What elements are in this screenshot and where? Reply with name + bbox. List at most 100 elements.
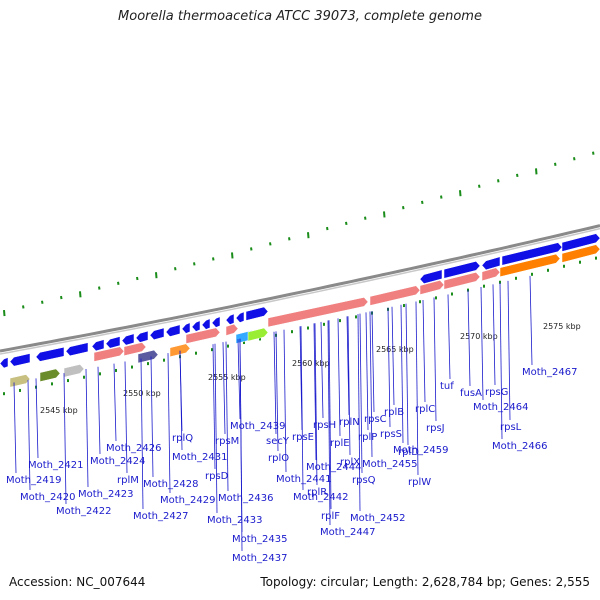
feature-block (39, 368, 61, 382)
gene-label: Moth_2426 (106, 443, 161, 454)
label-leader (492, 284, 496, 386)
feature-block (137, 349, 159, 364)
map-title: Moorella thermoacetica ATCC 39073, compl… (118, 9, 482, 24)
gene-label: Moth_2442 (293, 492, 348, 503)
gc-tick (516, 173, 519, 178)
gene-label: rpsG (485, 387, 508, 398)
topology-text: Topology: circular; Length: 2,628,784 bp… (260, 575, 590, 589)
gc-tick (98, 286, 101, 290)
gene-label: rpsE (292, 432, 314, 443)
gene-label: rplO (268, 453, 289, 464)
accession-text: Accession: NC_007644 (9, 575, 146, 589)
gene-label: Moth_2433 (207, 515, 262, 526)
gene-label: Moth_2437 (232, 553, 287, 564)
gc-tick (117, 281, 120, 285)
label-leader (35, 378, 39, 459)
genome-backbone (0, 224, 600, 355)
gene-label: rpsS (380, 429, 402, 440)
label-leader (113, 363, 117, 442)
label-leader (400, 304, 404, 444)
gene-label: Moth_2452 (350, 513, 405, 524)
gc-tick (535, 168, 538, 175)
label-leader (507, 280, 511, 421)
gene-label: Moth_2455 (362, 459, 417, 470)
gene-label: Moth_2436 (218, 493, 273, 504)
gc-tick (231, 252, 234, 259)
forward-gene (225, 313, 235, 325)
gc-tick (3, 309, 6, 317)
gene-label: rplW (408, 477, 431, 488)
scale-label: 2570 kbp (460, 332, 498, 341)
label-leader (415, 301, 419, 476)
label-leader (499, 282, 503, 440)
label-leader (140, 358, 144, 510)
gc-ticks (3, 151, 597, 396)
feature-block (9, 374, 31, 388)
label-leader (150, 356, 154, 478)
reverse-gene (225, 323, 239, 336)
label-leader (529, 275, 533, 366)
label-leader (299, 326, 303, 431)
gc-tick (326, 226, 329, 231)
label-leader (237, 339, 241, 420)
label-leader (320, 321, 324, 419)
gene-label: Moth_2420 (20, 492, 75, 503)
label-leader (346, 316, 350, 416)
label-leader (314, 323, 318, 486)
gene-label: Moth_2459 (393, 445, 448, 456)
rrna-gene (561, 244, 600, 263)
reverse-gene (419, 280, 445, 295)
scale-label: 2560 kbp (292, 359, 330, 368)
label-leader (359, 313, 363, 474)
forward-gene (561, 233, 600, 252)
label-leader (405, 303, 409, 446)
forward-gene (149, 327, 165, 340)
reverse-gene (123, 342, 147, 357)
gene-label: rplQ (172, 433, 193, 444)
gc-tick (193, 262, 196, 266)
label-leader (85, 369, 89, 488)
gene-label: rpsJ (426, 423, 445, 434)
label-leader (283, 329, 287, 473)
scale-label: 2545 kbp (40, 406, 78, 415)
label-leader (214, 343, 218, 514)
gene-label: Moth_2428 (143, 479, 198, 490)
gc-tick (383, 211, 386, 218)
reverse-gene (93, 346, 125, 362)
forward-gene (105, 336, 121, 349)
gene-label: Moth_2423 (78, 489, 133, 500)
label-leader (179, 350, 183, 451)
gene-label: rplF (321, 511, 340, 522)
gene-label: rplM (117, 475, 139, 486)
gene-label: rpsC (364, 414, 387, 425)
forward-gene (35, 346, 65, 362)
label-leader (222, 342, 226, 435)
feature-block (169, 343, 191, 358)
forward-gene (211, 316, 221, 328)
gc-tick (402, 206, 405, 210)
label-leader (275, 331, 279, 452)
gc-tick (364, 216, 367, 220)
label-leader (422, 299, 426, 403)
gc-tick (288, 237, 291, 241)
gene-label: Moth_2444 (306, 462, 361, 473)
label-leader (239, 338, 243, 552)
gene-label: Moth_2435 (232, 534, 287, 545)
gc-tick (345, 221, 348, 226)
gc-tick (307, 232, 310, 239)
forward-gene (443, 261, 481, 279)
feature-block (247, 327, 269, 342)
label-leader (467, 289, 471, 387)
gene-label: Moth_2419 (6, 475, 61, 486)
gene-label: Moth_2431 (172, 452, 227, 463)
gene-label: Moth_2467 (522, 367, 577, 378)
forward-gene (481, 256, 501, 271)
reverse-gene (369, 285, 421, 306)
label-leader (273, 331, 277, 435)
label-leader (433, 297, 437, 422)
backbone-line (0, 224, 600, 353)
label-leader (313, 323, 317, 461)
gene-label: rplC (415, 404, 435, 415)
gene-label: rplR (307, 487, 327, 498)
label-leader (347, 316, 351, 456)
